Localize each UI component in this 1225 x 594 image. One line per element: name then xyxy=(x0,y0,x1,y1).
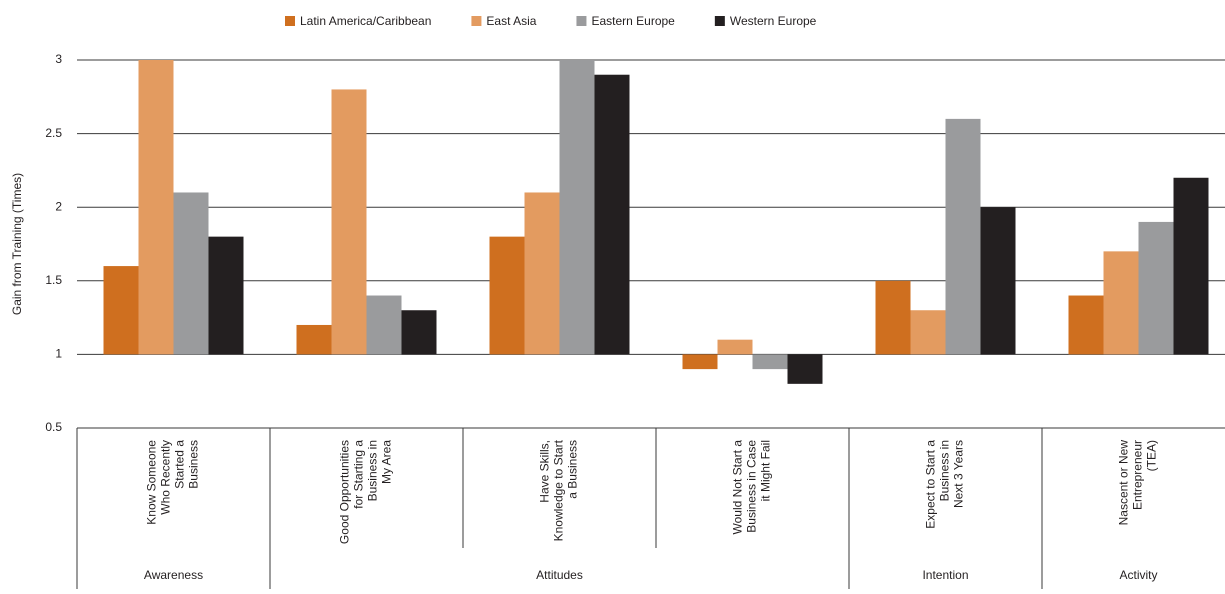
bar xyxy=(103,266,139,355)
bar xyxy=(752,354,788,370)
legend-label: Eastern Europe xyxy=(591,14,675,28)
legend-label: East Asia xyxy=(486,14,536,28)
x-tick-label: Nascent or NewEntrepreneur(TEA) xyxy=(1117,440,1159,526)
x-tick-label: Would Not Start aBusiness in Caseit Migh… xyxy=(731,440,773,535)
bar xyxy=(366,295,402,355)
y-tick-label: 1 xyxy=(55,347,62,361)
bar xyxy=(1138,221,1174,355)
group-label: Activity xyxy=(1119,568,1157,582)
legend-label: Latin America/Caribbean xyxy=(300,14,431,28)
legend-label: Western Europe xyxy=(730,14,817,28)
bar xyxy=(682,354,718,370)
bar xyxy=(296,324,332,355)
y-axis-label: Gain from Training (Times) xyxy=(10,173,24,315)
y-tick-label: 0.5 xyxy=(45,420,62,434)
bar xyxy=(980,207,1016,355)
bar xyxy=(875,280,911,355)
x-tick-label: Know SomeoneWho RecentlyStarted aBusines… xyxy=(145,440,201,525)
bar xyxy=(910,310,946,355)
group-label: Attitudes xyxy=(536,568,583,582)
y-tick-label: 2 xyxy=(55,199,62,213)
bar xyxy=(787,354,823,384)
bar xyxy=(1068,295,1104,355)
bar xyxy=(945,118,981,355)
legend-swatch xyxy=(285,16,295,26)
y-tick-label: 1.5 xyxy=(45,273,62,287)
y-tick-label: 2.5 xyxy=(45,126,62,140)
x-tick-label: Good Opportunitiesfor Starting aBusiness… xyxy=(338,440,394,544)
bar xyxy=(559,60,595,355)
bar xyxy=(524,192,560,355)
bar xyxy=(717,339,753,355)
bar xyxy=(331,89,367,355)
legend-swatch xyxy=(714,16,725,26)
bar xyxy=(401,310,437,355)
legend-swatch xyxy=(576,16,587,26)
y-tick-label: 3 xyxy=(55,52,62,66)
bar xyxy=(208,236,244,355)
bar xyxy=(594,74,630,355)
bar xyxy=(1103,251,1139,355)
bar xyxy=(173,192,209,355)
legend-swatch xyxy=(471,16,482,26)
x-tick-label: Expect to Start aBusiness inNext 3 Years xyxy=(924,440,966,529)
group-label: Awareness xyxy=(144,568,203,582)
bar xyxy=(1173,177,1209,355)
bar xyxy=(138,60,174,355)
group-label: Intention xyxy=(922,568,968,582)
x-tick-label: Have Skills,Knowledge to Starta Business xyxy=(538,439,580,541)
bar xyxy=(489,236,525,355)
